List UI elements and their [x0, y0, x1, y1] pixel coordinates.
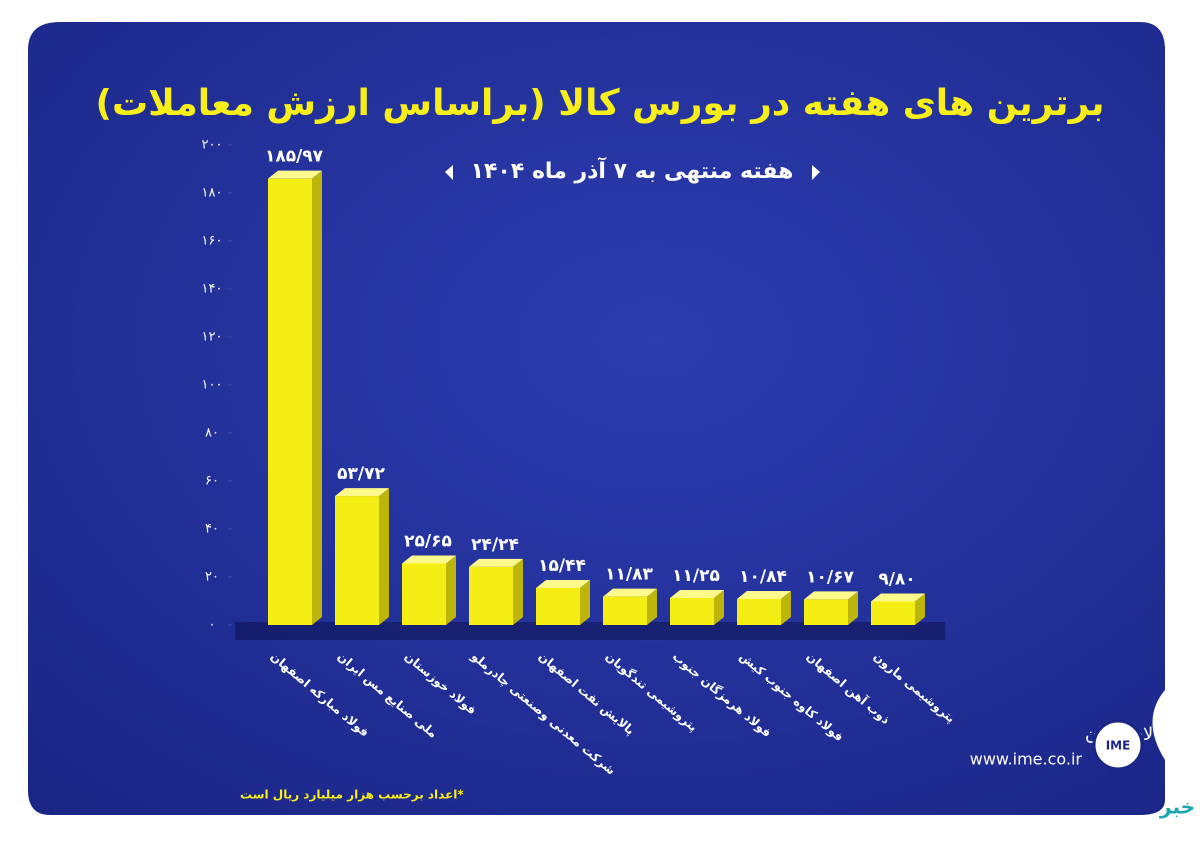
value-label: ۲۵/۶۵: [404, 531, 452, 551]
bar-side: [379, 488, 389, 625]
bar-side: [513, 558, 523, 625]
bar-top: [268, 170, 322, 179]
value-label: ۱۵/۴۴: [538, 556, 586, 576]
value-label: ۲۴/۲۴: [471, 535, 519, 555]
bar-top: [737, 590, 791, 599]
logo-emblem-text: IME: [1106, 739, 1131, 753]
bar-top: [402, 555, 456, 564]
bar: [804, 599, 848, 625]
value-label: ۱۸۵/۹۷: [265, 147, 324, 167]
bar-side: [647, 588, 657, 625]
bar: [536, 587, 580, 625]
y-tick-label: ۱۴۰: [202, 282, 223, 297]
floor: [235, 622, 945, 640]
bar-top: [603, 588, 657, 597]
y-tick-label: ۸۰: [205, 426, 219, 441]
chart-subtitle: هفته منتهی به ۷ آذر ماه ۱۴۰۴: [471, 156, 794, 184]
bar-top: [871, 593, 925, 602]
bracket: [812, 165, 820, 180]
bar-side: [915, 593, 925, 625]
bar: [335, 496, 379, 625]
bar-top: [469, 558, 523, 567]
bar: [268, 178, 312, 625]
value-label: ۹/۸۰: [878, 569, 915, 589]
bar-side: [312, 170, 322, 625]
logo-emblem: [1092, 719, 1144, 771]
y-tick-label: ۶۰: [205, 474, 219, 489]
bar-top: [536, 579, 590, 588]
bar: [469, 566, 513, 625]
value-label: ۱۱/۲۵: [672, 566, 720, 586]
bar: [737, 598, 781, 625]
bar-side: [446, 555, 456, 625]
value-label: ۵۳/۷۲: [337, 464, 385, 484]
bar-top: [804, 591, 858, 600]
footnote: *اعداد برحسب هزار میلیارد ریال است: [240, 788, 464, 802]
bracket: [445, 165, 453, 180]
y-tick-label: ۴۰: [205, 522, 219, 537]
bar-side: [781, 590, 791, 625]
value-label: ۱۰/۸۴: [739, 567, 787, 587]
y-tick-label: ۱۲۰: [202, 330, 223, 345]
y-tick-label: ۱۶۰: [202, 234, 223, 249]
bar: [603, 596, 647, 625]
bar-side: [714, 590, 724, 625]
bar-side: [580, 579, 590, 625]
y-tick-label: ۲۰۰: [202, 138, 223, 153]
bar: [402, 563, 446, 625]
corner-logo: کالا خبر: [1159, 795, 1200, 819]
value-label: ۱۱/۸۳: [605, 565, 653, 585]
bar-top: [335, 488, 389, 497]
y-tick-label: ۱۸۰: [202, 186, 223, 201]
bar: [871, 601, 915, 625]
logo-url: www.ime.co.ir: [970, 750, 1083, 769]
bar-top: [670, 590, 724, 598]
value-label: ۱۰/۶۷: [806, 567, 854, 587]
bar-side: [848, 591, 858, 625]
y-tick-label: ۲۰: [205, 570, 219, 585]
bar: [670, 598, 714, 625]
chart-title: برترین های هفته در بورس کالا (براساس ارز…: [96, 83, 1105, 124]
y-tick-label: ۰: [209, 618, 216, 633]
y-tick-label: ۱۰۰: [202, 378, 223, 393]
